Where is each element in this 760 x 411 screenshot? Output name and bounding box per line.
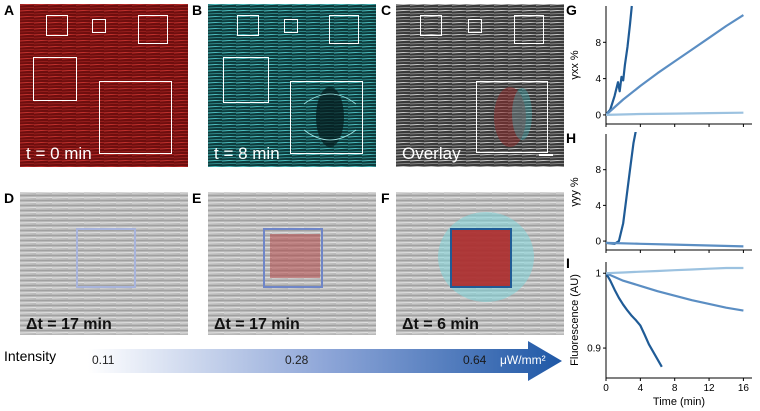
- roi-box: [284, 19, 298, 33]
- illumination-roi: [76, 228, 136, 288]
- overlay-caption: Overlay: [402, 144, 461, 163]
- intensity-arrow: [88, 341, 562, 381]
- panel-letter-c: C: [381, 2, 392, 18]
- micrograph-e: Δt = 17 min: [208, 192, 376, 335]
- y-tick-label: 0.9: [587, 344, 601, 355]
- delta-time-caption: Δt = 17 min: [214, 316, 300, 333]
- intensity-scale: Intensity 0.11 0.28 0.64 μW/mm²: [0, 340, 565, 382]
- y-tick-label: 0: [595, 110, 601, 121]
- y-tick-label: 4: [595, 201, 601, 212]
- y-tick-label: 8: [595, 38, 601, 49]
- roi-box: [33, 57, 77, 101]
- roi-box: [420, 15, 442, 36]
- y-tick-label: 0: [595, 237, 601, 248]
- roi-box: [476, 81, 548, 153]
- panel-letter-d: D: [4, 190, 15, 206]
- strain-fluorescence-charts: 0 4 8 γxx % 0 4 8 γyy % 0.9 1 0 4 8 12 16 Fluorescenc…: [569, 5, 752, 408]
- roi-box: [99, 81, 172, 154]
- illumination-roi: [450, 228, 512, 288]
- panel-letter-a: A: [4, 2, 15, 18]
- series-line-dark: [606, 132, 637, 245]
- micrograph-b: t = 8 min: [208, 4, 376, 167]
- y-tick-label: 4: [595, 74, 601, 85]
- micrograph-c: Overlay: [396, 4, 564, 167]
- scale-bar: [539, 154, 553, 156]
- micrograph-a: t = 0 min: [20, 4, 188, 167]
- fiber-texture-red: [20, 4, 188, 167]
- intensity-unit: μW/mm²: [500, 353, 546, 367]
- x-axis-label: Time (min): [653, 396, 705, 408]
- panel-letter-f: F: [381, 190, 390, 206]
- panel-letter-b: B: [192, 2, 203, 18]
- roi-box: [223, 57, 269, 103]
- roi-box: [138, 15, 168, 44]
- series-line-mid: [606, 241, 744, 248]
- series-line-mid: [606, 14, 744, 116]
- fiber-texture-light: [208, 192, 376, 335]
- x-tick-label: 8: [672, 383, 678, 394]
- x-tick-label: 4: [638, 383, 644, 394]
- chart-h: 0 4 8 γyy %: [569, 132, 752, 253]
- time-caption: t = 8 min: [214, 144, 280, 163]
- y-axis-label: γxx %: [569, 50, 581, 80]
- roi-box: [468, 19, 482, 33]
- y-axis-label: Fluorescence (AU): [569, 274, 581, 366]
- roi-box: [290, 81, 363, 154]
- series-line-mid: [606, 272, 744, 312]
- roi-box: [514, 15, 544, 44]
- series-line-light: [606, 111, 744, 116]
- roi-box: [92, 19, 106, 33]
- intensity-tick: 0.64: [463, 353, 487, 367]
- roi-box: [46, 15, 68, 36]
- panel-letter-g: G: [566, 2, 577, 18]
- fiber-texture-light: [20, 192, 188, 335]
- micrograph-f: Δt = 6 min: [396, 192, 564, 335]
- fiber-texture-cyan: [208, 4, 376, 167]
- x-tick-label: 0: [603, 383, 609, 394]
- illumination-roi: [263, 228, 323, 288]
- roi-box: [329, 15, 359, 44]
- intensity-tick: 0.11: [92, 353, 115, 367]
- x-tick-label: 12: [703, 383, 715, 394]
- series-line-dark: [606, 5, 633, 116]
- x-tick-label: 16: [738, 383, 750, 394]
- fiber-texture-overlay: [396, 4, 564, 167]
- y-tick-label: 1: [595, 269, 601, 280]
- delta-time-caption: Δt = 17 min: [26, 316, 112, 333]
- roi-box: [237, 15, 259, 36]
- y-tick-label: 8: [595, 165, 601, 176]
- intensity-label: Intensity: [4, 348, 57, 364]
- chart-i: 0.9 1 0 4 8 12 16 Fluorescence (AU) Time (min): [569, 262, 752, 408]
- chart-g: 0 4 8 γxx %: [569, 5, 752, 127]
- intensity-tick: 0.28: [285, 353, 309, 367]
- series-line-dark: [606, 272, 663, 368]
- y-axis-label: γyy %: [569, 177, 581, 207]
- micrograph-d: Δt = 17 min: [20, 192, 188, 335]
- delta-time-caption: Δt = 6 min: [402, 316, 479, 333]
- time-caption: t = 0 min: [26, 144, 92, 163]
- panel-letter-h: H: [566, 130, 577, 146]
- panel-letter-i: I: [566, 255, 570, 271]
- panel-letter-e: E: [192, 190, 202, 206]
- series-line-light: [606, 266, 744, 275]
